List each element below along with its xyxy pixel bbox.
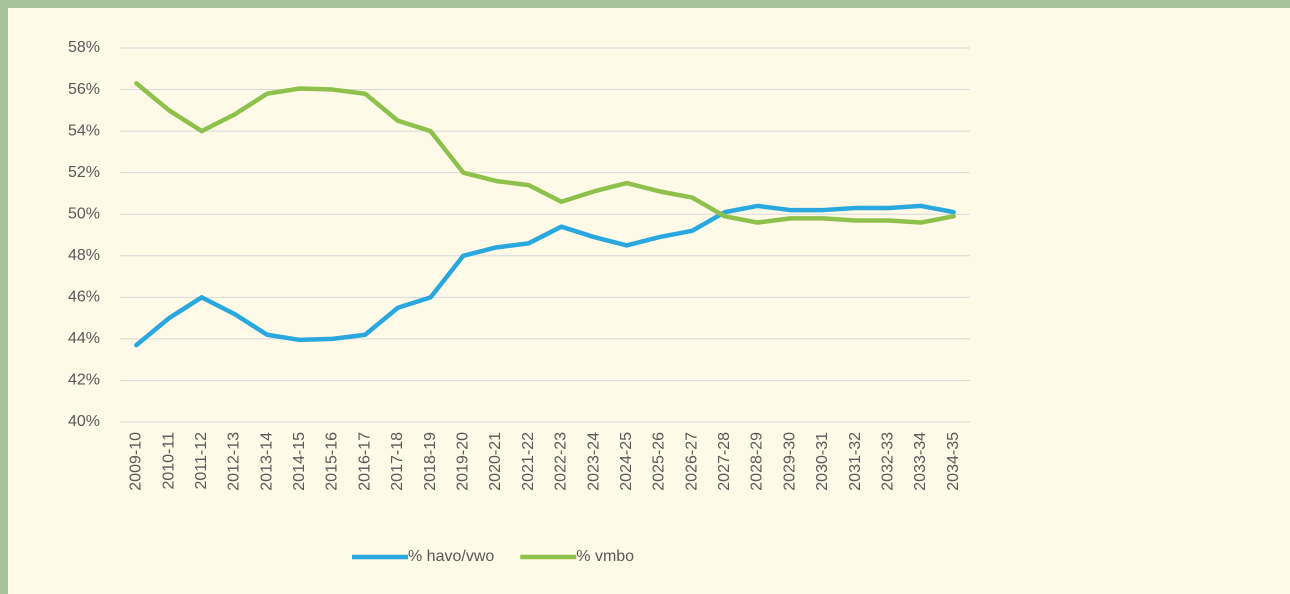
x-tick-label: 2021-22 xyxy=(520,432,537,491)
x-tick-label: 2029-30 xyxy=(781,432,798,491)
y-tick-label: 52% xyxy=(68,164,100,181)
y-tick-label: 44% xyxy=(68,330,100,347)
x-tick-label: 2010-11 xyxy=(160,432,177,490)
chart-background xyxy=(8,8,1290,594)
line-series xyxy=(134,81,956,225)
x-tick-label: 2020-21 xyxy=(487,432,504,491)
y-tick-label: 56% xyxy=(68,81,100,98)
x-tick-label: 2030-31 xyxy=(814,432,831,491)
y-tick-label: 46% xyxy=(68,289,100,306)
y-tick-label: 58% xyxy=(68,39,100,56)
y-tick-label: 54% xyxy=(68,122,100,139)
x-tick-label: 2012-13 xyxy=(226,432,243,491)
x-tick-label: 2032-33 xyxy=(879,432,896,491)
line-series xyxy=(134,203,956,348)
y-tick-label: 40% xyxy=(68,413,100,430)
x-tick-label: 2018-19 xyxy=(422,432,439,491)
x-tick-label: 2028-29 xyxy=(749,432,766,491)
x-tick-label: 2026-27 xyxy=(683,432,700,491)
x-tick-label: 2031-32 xyxy=(847,432,864,491)
x-tick-label: 2009-10 xyxy=(128,432,145,491)
y-tick-label: 48% xyxy=(68,247,100,264)
x-tick-label: 2015-16 xyxy=(324,432,341,491)
x-tick-label: 2016-17 xyxy=(356,432,373,491)
x-tick-label: 2013-14 xyxy=(258,432,275,491)
x-tick-label: 2011-12 xyxy=(193,432,210,490)
x-tick-label: 2019-20 xyxy=(454,432,471,491)
legend-label: % havo/vwo xyxy=(408,548,494,565)
x-tick-label: 2034-35 xyxy=(945,432,962,491)
x-tick-label: 2014-15 xyxy=(291,432,308,491)
x-tick-label: 2027-28 xyxy=(716,432,733,491)
x-tick-label: 2024-25 xyxy=(618,432,635,491)
x-tick-label: 2022-23 xyxy=(553,432,570,491)
y-tick-label: 50% xyxy=(68,205,100,222)
y-tick-label: 42% xyxy=(68,372,100,389)
x-tick-label: 2025-26 xyxy=(651,432,668,491)
x-tick-label: 2033-34 xyxy=(912,432,929,491)
x-tick-label: 2017-18 xyxy=(389,432,406,491)
legend-label: % vmbo xyxy=(576,548,634,565)
x-tick-label: 2023-24 xyxy=(585,432,602,491)
